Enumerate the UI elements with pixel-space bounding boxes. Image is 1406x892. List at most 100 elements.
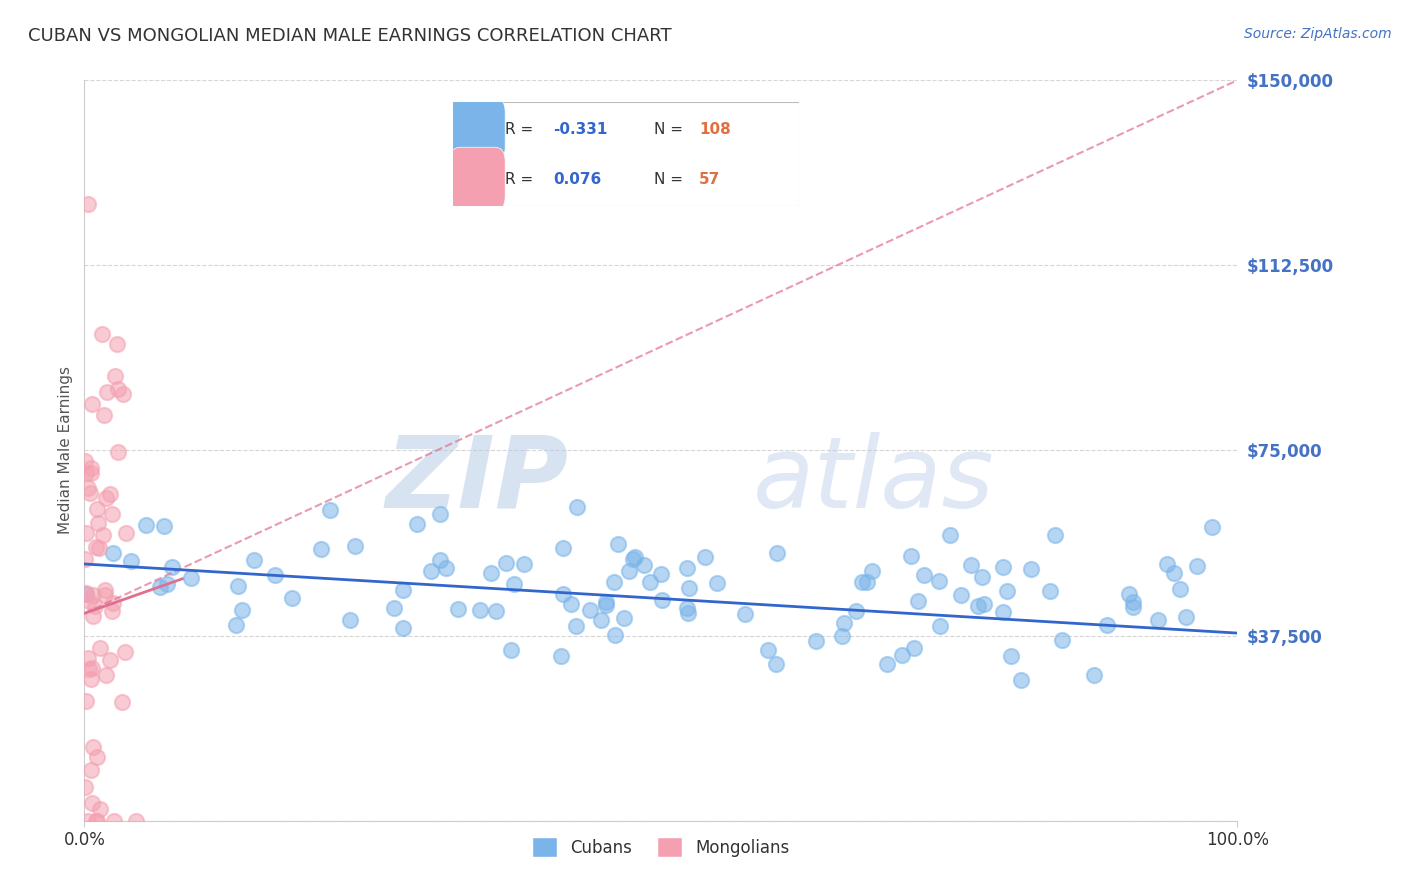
Point <box>86 750 108 764</box>
Point <box>86 814 108 828</box>
Point <box>589 613 612 627</box>
Point <box>1097 617 1119 632</box>
Point <box>1039 583 1062 598</box>
Point <box>73 454 96 468</box>
Point <box>650 566 672 581</box>
Point <box>1147 613 1170 627</box>
Point <box>1118 587 1140 601</box>
Point <box>94 582 117 597</box>
Point <box>613 610 636 624</box>
Point <box>966 599 988 614</box>
Point <box>501 642 523 657</box>
Point <box>94 588 117 602</box>
Point <box>938 528 960 542</box>
Point <box>1201 520 1223 534</box>
Point <box>470 603 492 617</box>
Point <box>602 575 624 590</box>
Point <box>135 517 157 532</box>
Legend: Cubans, Mongolians: Cubans, Mongolians <box>526 830 796 864</box>
Point <box>621 552 644 566</box>
Point <box>111 387 134 401</box>
Point <box>101 508 124 522</box>
Point <box>114 645 136 659</box>
Point <box>845 603 868 617</box>
Point <box>903 641 925 656</box>
Point <box>1168 582 1191 596</box>
Point <box>82 740 104 755</box>
Point <box>907 594 929 608</box>
Point <box>79 763 101 777</box>
Point <box>991 605 1014 619</box>
Point <box>91 528 114 542</box>
Point <box>89 641 111 656</box>
Point <box>900 549 922 563</box>
Point <box>676 606 699 620</box>
Point <box>76 694 98 708</box>
Point <box>1163 566 1185 581</box>
Point <box>162 560 184 574</box>
Point <box>567 500 589 515</box>
Point <box>991 559 1014 574</box>
Point <box>550 649 572 664</box>
Point <box>391 583 413 598</box>
Text: atlas: atlas <box>754 432 994 529</box>
Point <box>1043 528 1066 542</box>
Point <box>75 586 97 600</box>
Point <box>617 564 640 578</box>
Point <box>734 607 756 622</box>
Point <box>502 577 524 591</box>
Point <box>970 569 993 583</box>
Point <box>831 629 853 643</box>
Point <box>973 597 995 611</box>
Point <box>765 657 787 671</box>
Point <box>485 604 508 618</box>
Point <box>80 466 103 480</box>
Point <box>98 653 121 667</box>
Point <box>551 587 574 601</box>
Point <box>928 574 950 588</box>
Point <box>83 599 105 614</box>
Point <box>405 517 427 532</box>
Point <box>180 571 202 585</box>
Point <box>832 616 855 631</box>
Point <box>995 584 1018 599</box>
Point <box>860 564 883 578</box>
Point <box>344 539 367 553</box>
Point <box>75 525 97 540</box>
Point <box>1019 561 1042 575</box>
Point <box>225 618 247 632</box>
Point <box>638 575 661 590</box>
Point <box>86 814 108 828</box>
Point <box>392 621 415 635</box>
Point <box>120 554 142 568</box>
Point <box>1083 668 1105 682</box>
Point <box>595 598 617 612</box>
Point <box>107 382 129 396</box>
Point <box>281 591 304 606</box>
Point <box>950 588 973 602</box>
Point <box>495 556 517 570</box>
Point <box>676 601 699 615</box>
Point <box>94 668 117 682</box>
Point <box>1174 610 1197 624</box>
Point <box>82 588 104 602</box>
Point <box>103 814 125 828</box>
Point <box>928 618 950 632</box>
Point <box>80 660 103 674</box>
Point <box>79 672 101 686</box>
Point <box>1121 600 1143 615</box>
Point <box>231 602 253 616</box>
Point <box>319 502 342 516</box>
Text: CUBAN VS MONGOLIAN MEDIAN MALE EARNINGS CORRELATION CHART: CUBAN VS MONGOLIAN MEDIAN MALE EARNINGS … <box>28 27 672 45</box>
Y-axis label: Median Male Earnings: Median Male Earnings <box>58 367 73 534</box>
Point <box>111 695 134 709</box>
Point <box>94 491 117 505</box>
Point <box>479 566 502 580</box>
Point <box>149 581 172 595</box>
Point <box>153 519 176 533</box>
Point <box>80 397 103 411</box>
Point <box>125 814 148 828</box>
Point <box>1122 595 1144 609</box>
Point <box>77 662 100 676</box>
Point <box>565 619 588 633</box>
